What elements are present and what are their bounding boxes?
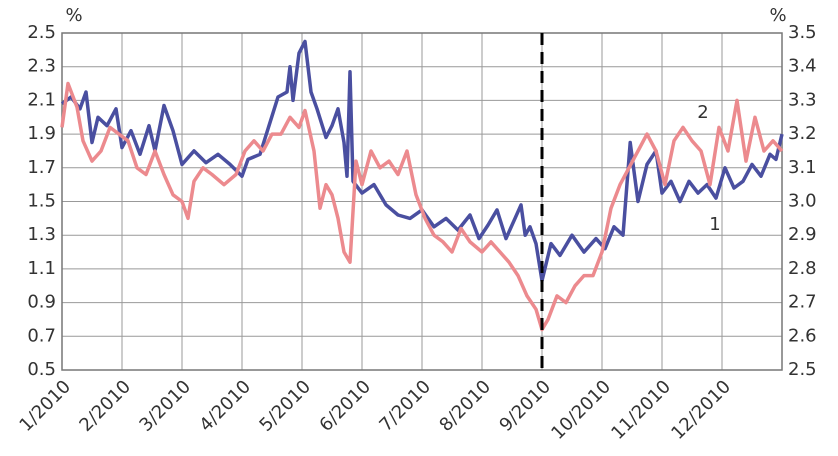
y2-tick-label: 3.2 bbox=[788, 123, 817, 144]
x-tick-label: 2/2010 bbox=[75, 376, 135, 436]
y2-tick-label: 3.4 bbox=[788, 56, 817, 77]
y-tick-label: 1.1 bbox=[27, 258, 56, 279]
y-tick-label: 1.9 bbox=[27, 123, 56, 144]
y-tick-label: 0.7 bbox=[27, 325, 56, 346]
x-tick-label: 8/2010 bbox=[435, 376, 495, 436]
series-line bbox=[60, 81, 784, 332]
y2-tick-label: 2.9 bbox=[788, 224, 817, 245]
series-line bbox=[60, 39, 784, 283]
y2-axis-label: % bbox=[769, 5, 786, 26]
y2-tick-label: 2.5 bbox=[788, 359, 817, 380]
y-tick-label: 2.3 bbox=[27, 56, 56, 77]
y-tick-label: 0.9 bbox=[27, 292, 56, 313]
y-axis-label: % bbox=[65, 5, 82, 26]
y2-tick-label: 2.6 bbox=[788, 325, 817, 346]
x-tick-label: 11/2010 bbox=[607, 376, 675, 444]
x-tick-label: 9/2010 bbox=[495, 376, 555, 436]
y-tick-label: 2.5 bbox=[27, 22, 56, 43]
y2-tick-label: 2.7 bbox=[788, 292, 817, 313]
y2-tick-label: 3.1 bbox=[788, 157, 817, 178]
x-tick-label: 10/2010 bbox=[547, 376, 615, 444]
x-tick-label: 12/2010 bbox=[667, 376, 735, 444]
series-label: 1 bbox=[709, 214, 720, 235]
y-tick-label: 0.5 bbox=[27, 359, 56, 380]
y2-tick-label: 3.0 bbox=[788, 191, 817, 212]
x-tick-label: 1/2010 bbox=[15, 376, 75, 436]
y-tick-label: 1.7 bbox=[27, 157, 56, 178]
x-tick-label: 3/2010 bbox=[135, 376, 195, 436]
x-tick-label: 6/2010 bbox=[315, 376, 375, 436]
x-tick-label: 7/2010 bbox=[375, 376, 435, 436]
y-tick-label: 2.1 bbox=[27, 89, 56, 110]
plot-frame bbox=[61, 32, 783, 371]
y2-tick-label: 2.8 bbox=[788, 258, 817, 279]
x-tick-label: 5/2010 bbox=[255, 376, 315, 436]
x-tick-label: 4/2010 bbox=[195, 376, 255, 436]
y2-tick-label: 3.5 bbox=[788, 22, 817, 43]
y-tick-label: 1.3 bbox=[27, 224, 56, 245]
y2-tick-label: 3.3 bbox=[788, 89, 817, 110]
series-label: 2 bbox=[697, 102, 708, 123]
y-tick-label: 1.5 bbox=[27, 191, 56, 212]
